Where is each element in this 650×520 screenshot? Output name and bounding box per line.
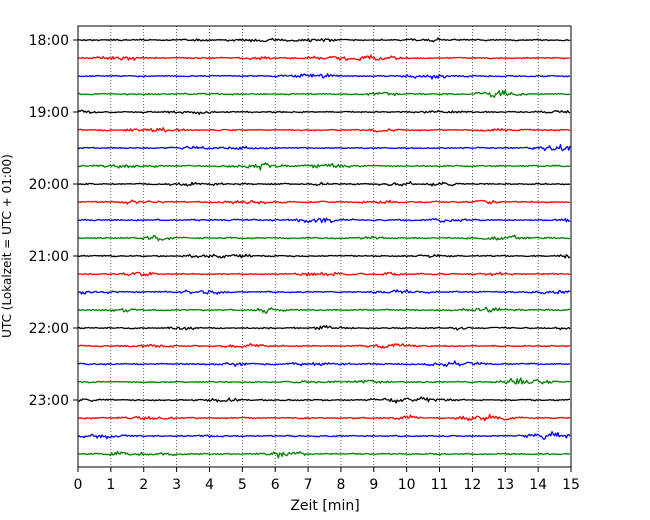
x-tick-label-15: 15 — [562, 477, 580, 493]
x-tick-label-9: 9 — [369, 477, 378, 493]
x-axis-ticks: 0 1 2 3 4 5 6 7 8 9 10 11 12 13 14 15 — [74, 467, 580, 493]
trace-1900 — [77, 109, 571, 115]
x-tick-label-5: 5 — [238, 477, 247, 493]
x-tick-label-7: 7 — [304, 477, 313, 493]
x-tick-label-8: 8 — [336, 477, 345, 493]
x-tick-label-10: 10 — [398, 477, 416, 493]
trace-2300 — [77, 396, 571, 404]
trace-2330 — [77, 430, 571, 440]
trace-2015 — [77, 199, 571, 205]
x-tick-label-13: 13 — [496, 477, 514, 493]
x-tick-label-14: 14 — [529, 477, 547, 493]
x-tick-label-11: 11 — [431, 477, 449, 493]
trace-2000 — [77, 180, 571, 187]
y-tick-label-4: 22:00 — [29, 321, 69, 337]
y-axis-ticks: 18:00 19:00 20:00 21:00 22:00 23:00 — [29, 33, 78, 409]
trace-2315 — [77, 413, 571, 422]
trace-1830 — [77, 73, 571, 80]
trace-1845 — [77, 89, 571, 99]
x-tick-label-3: 3 — [172, 477, 181, 493]
trace-1945 — [77, 162, 571, 171]
trace-1815 — [77, 54, 571, 62]
trace-1915 — [77, 127, 571, 133]
trace-2115 — [77, 271, 571, 277]
trace-2345 — [77, 450, 571, 459]
y-tick-label-2: 20:00 — [29, 177, 69, 193]
x-axis-label: Zeit [min] — [290, 498, 359, 514]
x-tick-label-1: 1 — [106, 477, 115, 493]
trace-2245 — [77, 377, 571, 385]
plot-frame — [77, 25, 572, 468]
x-tick-label-4: 4 — [205, 477, 214, 493]
trace-1800 — [77, 37, 571, 43]
trace-2200 — [77, 325, 571, 331]
trace-2100 — [77, 253, 571, 259]
y-tick-label-0: 18:00 — [29, 33, 69, 49]
y-axis-label: UTC (Lokalzeit = UTC + 01:00) — [0, 154, 14, 338]
trace-2230 — [77, 360, 571, 368]
y-tick-label-3: 21:00 — [29, 249, 69, 265]
x-tick-label-2: 2 — [139, 477, 148, 493]
trace-2045 — [77, 234, 571, 242]
x-tick-label-12: 12 — [463, 477, 481, 493]
trace-1930 — [77, 143, 571, 152]
trace-2130 — [77, 288, 571, 295]
x-tick-label-0: 0 — [74, 477, 83, 493]
y-tick-label-5: 23:00 — [29, 393, 69, 409]
x-tick-label-6: 6 — [271, 477, 280, 493]
y-tick-label-1: 19:00 — [29, 105, 69, 121]
trace-2215 — [77, 343, 571, 349]
trace-2030 — [77, 217, 571, 224]
seismogram-traces — [77, 37, 571, 459]
trace-2145 — [77, 306, 571, 314]
